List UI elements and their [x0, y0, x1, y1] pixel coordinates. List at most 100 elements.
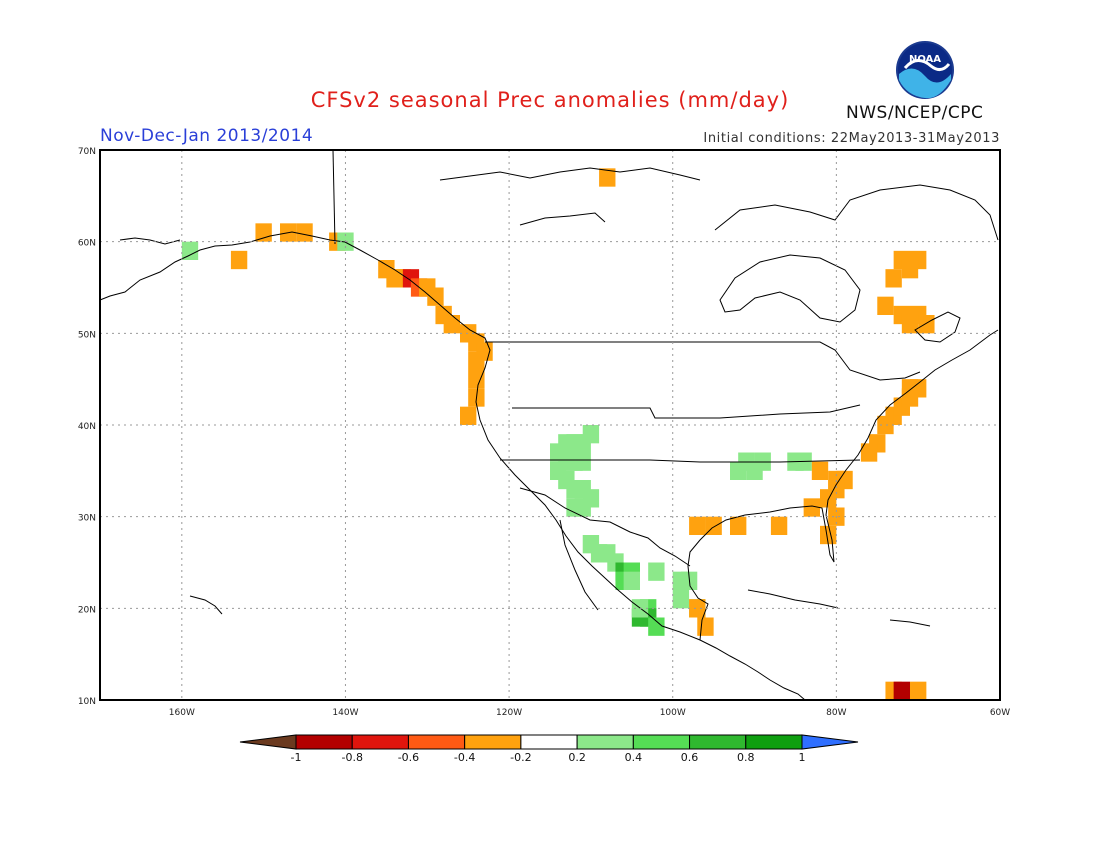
lon-label: 160W — [169, 708, 195, 718]
lat-label: 50N — [78, 330, 96, 340]
noaa-logo: NOAA — [896, 41, 954, 99]
coastline — [439, 167, 701, 181]
coastline — [714, 184, 999, 241]
colorbar-segment — [295, 734, 353, 750]
coastline — [99, 231, 806, 701]
lat-label: 60N — [78, 239, 96, 249]
colorbar-segment — [520, 734, 578, 750]
coastline — [914, 311, 961, 343]
anomaly-cell — [820, 489, 837, 508]
anomaly-cell — [877, 415, 894, 435]
latitude-labels: 70N 60N 50N 40N 30N 20N 10N — [78, 147, 96, 707]
coastline — [500, 459, 861, 463]
colorbar-label: 0.2 — [568, 751, 586, 764]
lat-label: 10N — [78, 697, 96, 707]
lon-label: 80W — [826, 708, 846, 718]
anomaly-cell — [811, 461, 829, 480]
colorbar-segment — [351, 734, 409, 750]
colorbar-segment — [407, 734, 466, 750]
anomaly-cell — [910, 681, 927, 700]
coastline — [519, 487, 691, 567]
anomaly-cell — [918, 315, 935, 334]
chart-title: CFSv2 seasonal Prec anomalies (mm/day) — [310, 88, 790, 112]
anomaly-cell — [689, 516, 706, 535]
coastline — [119, 237, 181, 245]
anomaly-cell — [901, 315, 919, 334]
anomaly-cell — [860, 443, 878, 462]
anomaly-cell — [386, 269, 403, 288]
anomaly-cell — [689, 599, 706, 618]
anomaly-cell — [574, 452, 591, 471]
lat-label: 70N — [78, 147, 96, 157]
coastline — [332, 149, 336, 245]
logo-text: NOAA — [909, 54, 941, 65]
colorbar-label: -0.4 — [454, 751, 475, 764]
anomaly-cell — [468, 370, 485, 389]
colorbar — [239, 734, 859, 750]
lat-label: 30N — [78, 514, 96, 524]
anomaly-cell — [697, 617, 714, 636]
anomaly-cell — [599, 168, 616, 187]
anomaly-cell — [803, 498, 820, 517]
lon-label: 100W — [660, 708, 686, 718]
anomaly-cell — [648, 617, 665, 636]
colorbar-segment — [745, 734, 803, 750]
coastline — [512, 404, 861, 419]
anomaly-cell — [770, 516, 788, 535]
anomaly-cell — [672, 590, 690, 609]
lon-label: 60W — [990, 708, 1010, 718]
coastline — [889, 619, 931, 627]
anomaly-cell — [255, 223, 272, 242]
anomaly-cells — [181, 168, 935, 700]
colorbar-label: 1 — [799, 751, 806, 764]
longitude-labels: 160W 140W 120W 100W 80W 60W — [169, 708, 1010, 718]
anomaly-cell — [730, 516, 747, 535]
anomaly-cell — [468, 351, 485, 370]
colorbar-label: 0.8 — [737, 751, 755, 764]
colorbar-segment — [632, 734, 691, 750]
anomaly-cell — [230, 250, 248, 270]
coastline — [189, 595, 223, 615]
colorbar-label: 0.6 — [681, 751, 699, 764]
anomaly-cell — [623, 571, 640, 590]
colorbar-segment — [464, 734, 522, 750]
lat-label: 40N — [78, 422, 96, 432]
map-frame — [99, 149, 1001, 701]
anomaly-cell — [566, 498, 583, 517]
colorbar-label: -0.6 — [398, 751, 419, 764]
anomaly-cell — [181, 241, 199, 260]
anomaly-cell — [901, 260, 919, 279]
coastline — [687, 329, 999, 641]
lat-label: 20N — [78, 605, 96, 615]
initial-conditions: Initial conditions: 22May2013-31May2013 — [703, 131, 1000, 146]
colorbar-label: -0.2 — [510, 751, 531, 764]
anomaly-cell — [885, 269, 902, 288]
anomaly-cell — [460, 406, 477, 425]
anomaly-cell — [893, 681, 910, 700]
anomaly-cell — [582, 425, 600, 444]
colorbar-label: -0.8 — [341, 751, 362, 764]
colorbar-segment — [576, 734, 634, 750]
grid-lines — [100, 150, 1000, 700]
coastline — [519, 212, 606, 226]
colorbar-labels: -1 -0.8 -0.6 -0.4 -0.2 0.2 0.4 0.6 0.8 1 — [291, 751, 806, 764]
coastlines — [99, 149, 999, 701]
colorbar-label: -1 — [291, 751, 302, 764]
anomaly-cell — [427, 287, 444, 306]
anomaly-cell — [877, 296, 894, 315]
forecast-period: Nov-Dec-Jan 2013/2014 — [100, 126, 314, 146]
anomaly-cell — [296, 223, 313, 242]
colorbar-segment — [689, 734, 747, 750]
coastline — [485, 341, 921, 381]
anomaly-cell — [648, 562, 665, 581]
colorbar-label: 0.4 — [625, 751, 643, 764]
lon-label: 140W — [332, 708, 358, 718]
agency-label: NWS/NCEP/CPC — [846, 103, 984, 123]
coastline — [559, 519, 599, 611]
colorbar-low-arrow — [239, 734, 297, 750]
colorbar-high-arrow — [801, 734, 859, 750]
lon-label: 120W — [496, 708, 522, 718]
coastline — [719, 254, 861, 323]
coastline — [747, 589, 839, 609]
